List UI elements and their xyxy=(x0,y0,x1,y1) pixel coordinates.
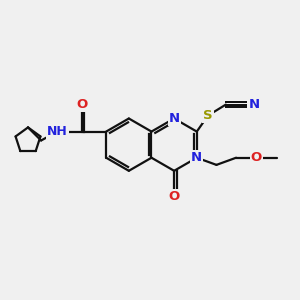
Text: NH: NH xyxy=(47,125,68,138)
Text: O: O xyxy=(251,151,262,164)
Text: S: S xyxy=(203,109,213,122)
Text: N: N xyxy=(191,151,202,164)
Text: O: O xyxy=(169,190,180,203)
Text: N: N xyxy=(248,98,260,111)
Text: O: O xyxy=(76,98,87,111)
Text: N: N xyxy=(169,112,180,125)
